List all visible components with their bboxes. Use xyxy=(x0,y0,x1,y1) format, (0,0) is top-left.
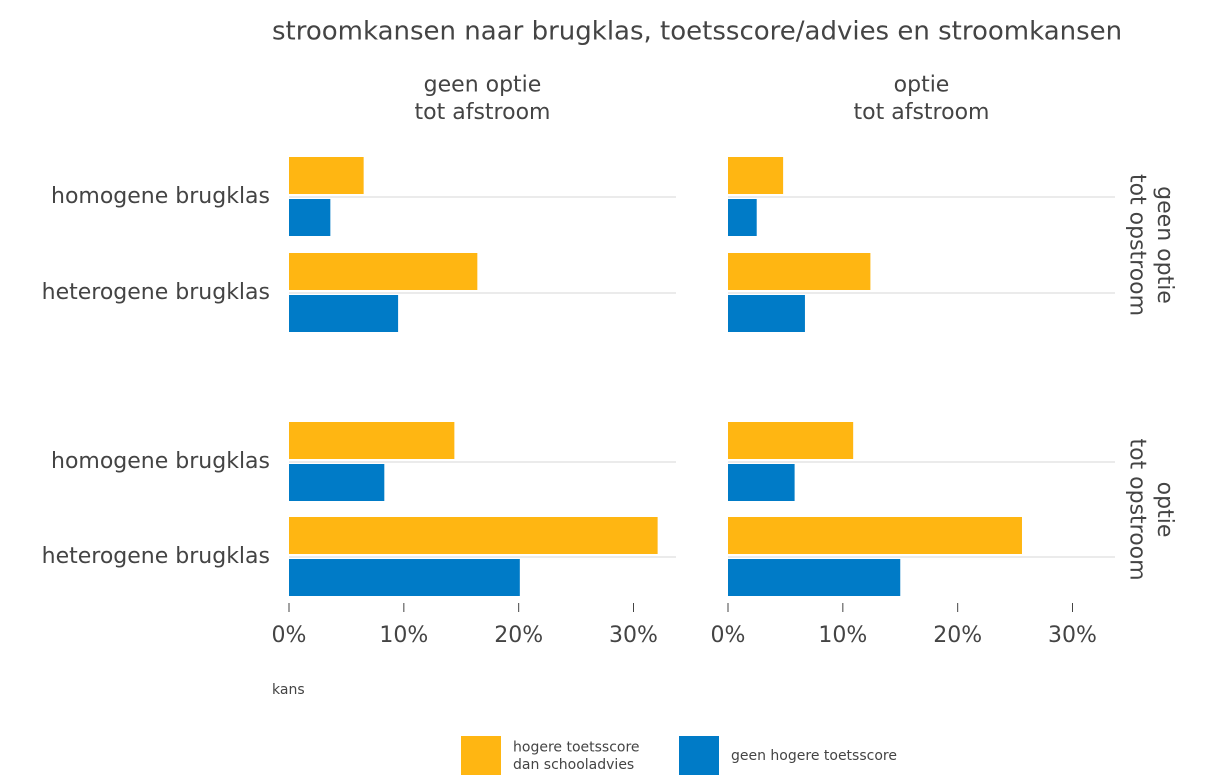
bar xyxy=(289,464,385,501)
x-tick-label: 30% xyxy=(609,623,658,648)
bar xyxy=(289,253,478,290)
x-tick-label: 30% xyxy=(1048,623,1097,648)
bar xyxy=(728,422,854,459)
bar xyxy=(289,295,399,332)
bar xyxy=(728,199,757,236)
bar xyxy=(728,157,784,194)
x-axis-label: kans xyxy=(272,682,305,698)
y-tick-label: homogene brugklas xyxy=(51,449,270,474)
column-label: geen optie tot afstroom xyxy=(415,72,551,125)
row-label: geen optietot opstroom xyxy=(1124,174,1177,316)
legend-label: hogere toetsscore dan schooladvies xyxy=(513,739,640,773)
bar xyxy=(728,517,1022,554)
bar xyxy=(289,157,364,194)
y-tick-label: heterogene brugklas xyxy=(42,280,270,305)
column-label: optie tot afstroom xyxy=(854,72,990,125)
x-tick-label: 0% xyxy=(711,623,746,648)
bar xyxy=(289,517,658,554)
legend-label: geen hogere toetsscore xyxy=(731,748,897,764)
row-label: optietot opstroom xyxy=(1124,438,1177,580)
legend-swatch xyxy=(679,736,719,775)
bar xyxy=(728,295,805,332)
x-tick-label: 10% xyxy=(818,623,867,648)
x-tick-label: 0% xyxy=(272,623,307,648)
bar xyxy=(289,559,520,596)
x-tick-label: 10% xyxy=(379,623,428,648)
bar xyxy=(728,253,871,290)
bar xyxy=(289,199,331,236)
legend-swatch xyxy=(461,736,501,775)
bar xyxy=(728,559,901,596)
x-tick-label: 20% xyxy=(933,623,982,648)
y-tick-label: homogene brugklas xyxy=(51,184,270,209)
bar xyxy=(289,422,455,459)
bar xyxy=(728,464,795,501)
x-tick-label: 20% xyxy=(494,623,543,648)
y-tick-label: heterogene brugklas xyxy=(42,544,270,569)
chart-title: stroomkansen naar brugklas, toetsscore/a… xyxy=(272,17,1122,47)
